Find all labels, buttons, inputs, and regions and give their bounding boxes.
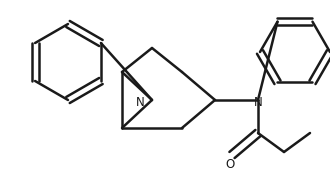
Text: O: O [225,158,235,171]
Text: N: N [136,95,144,108]
Text: N: N [254,95,262,108]
